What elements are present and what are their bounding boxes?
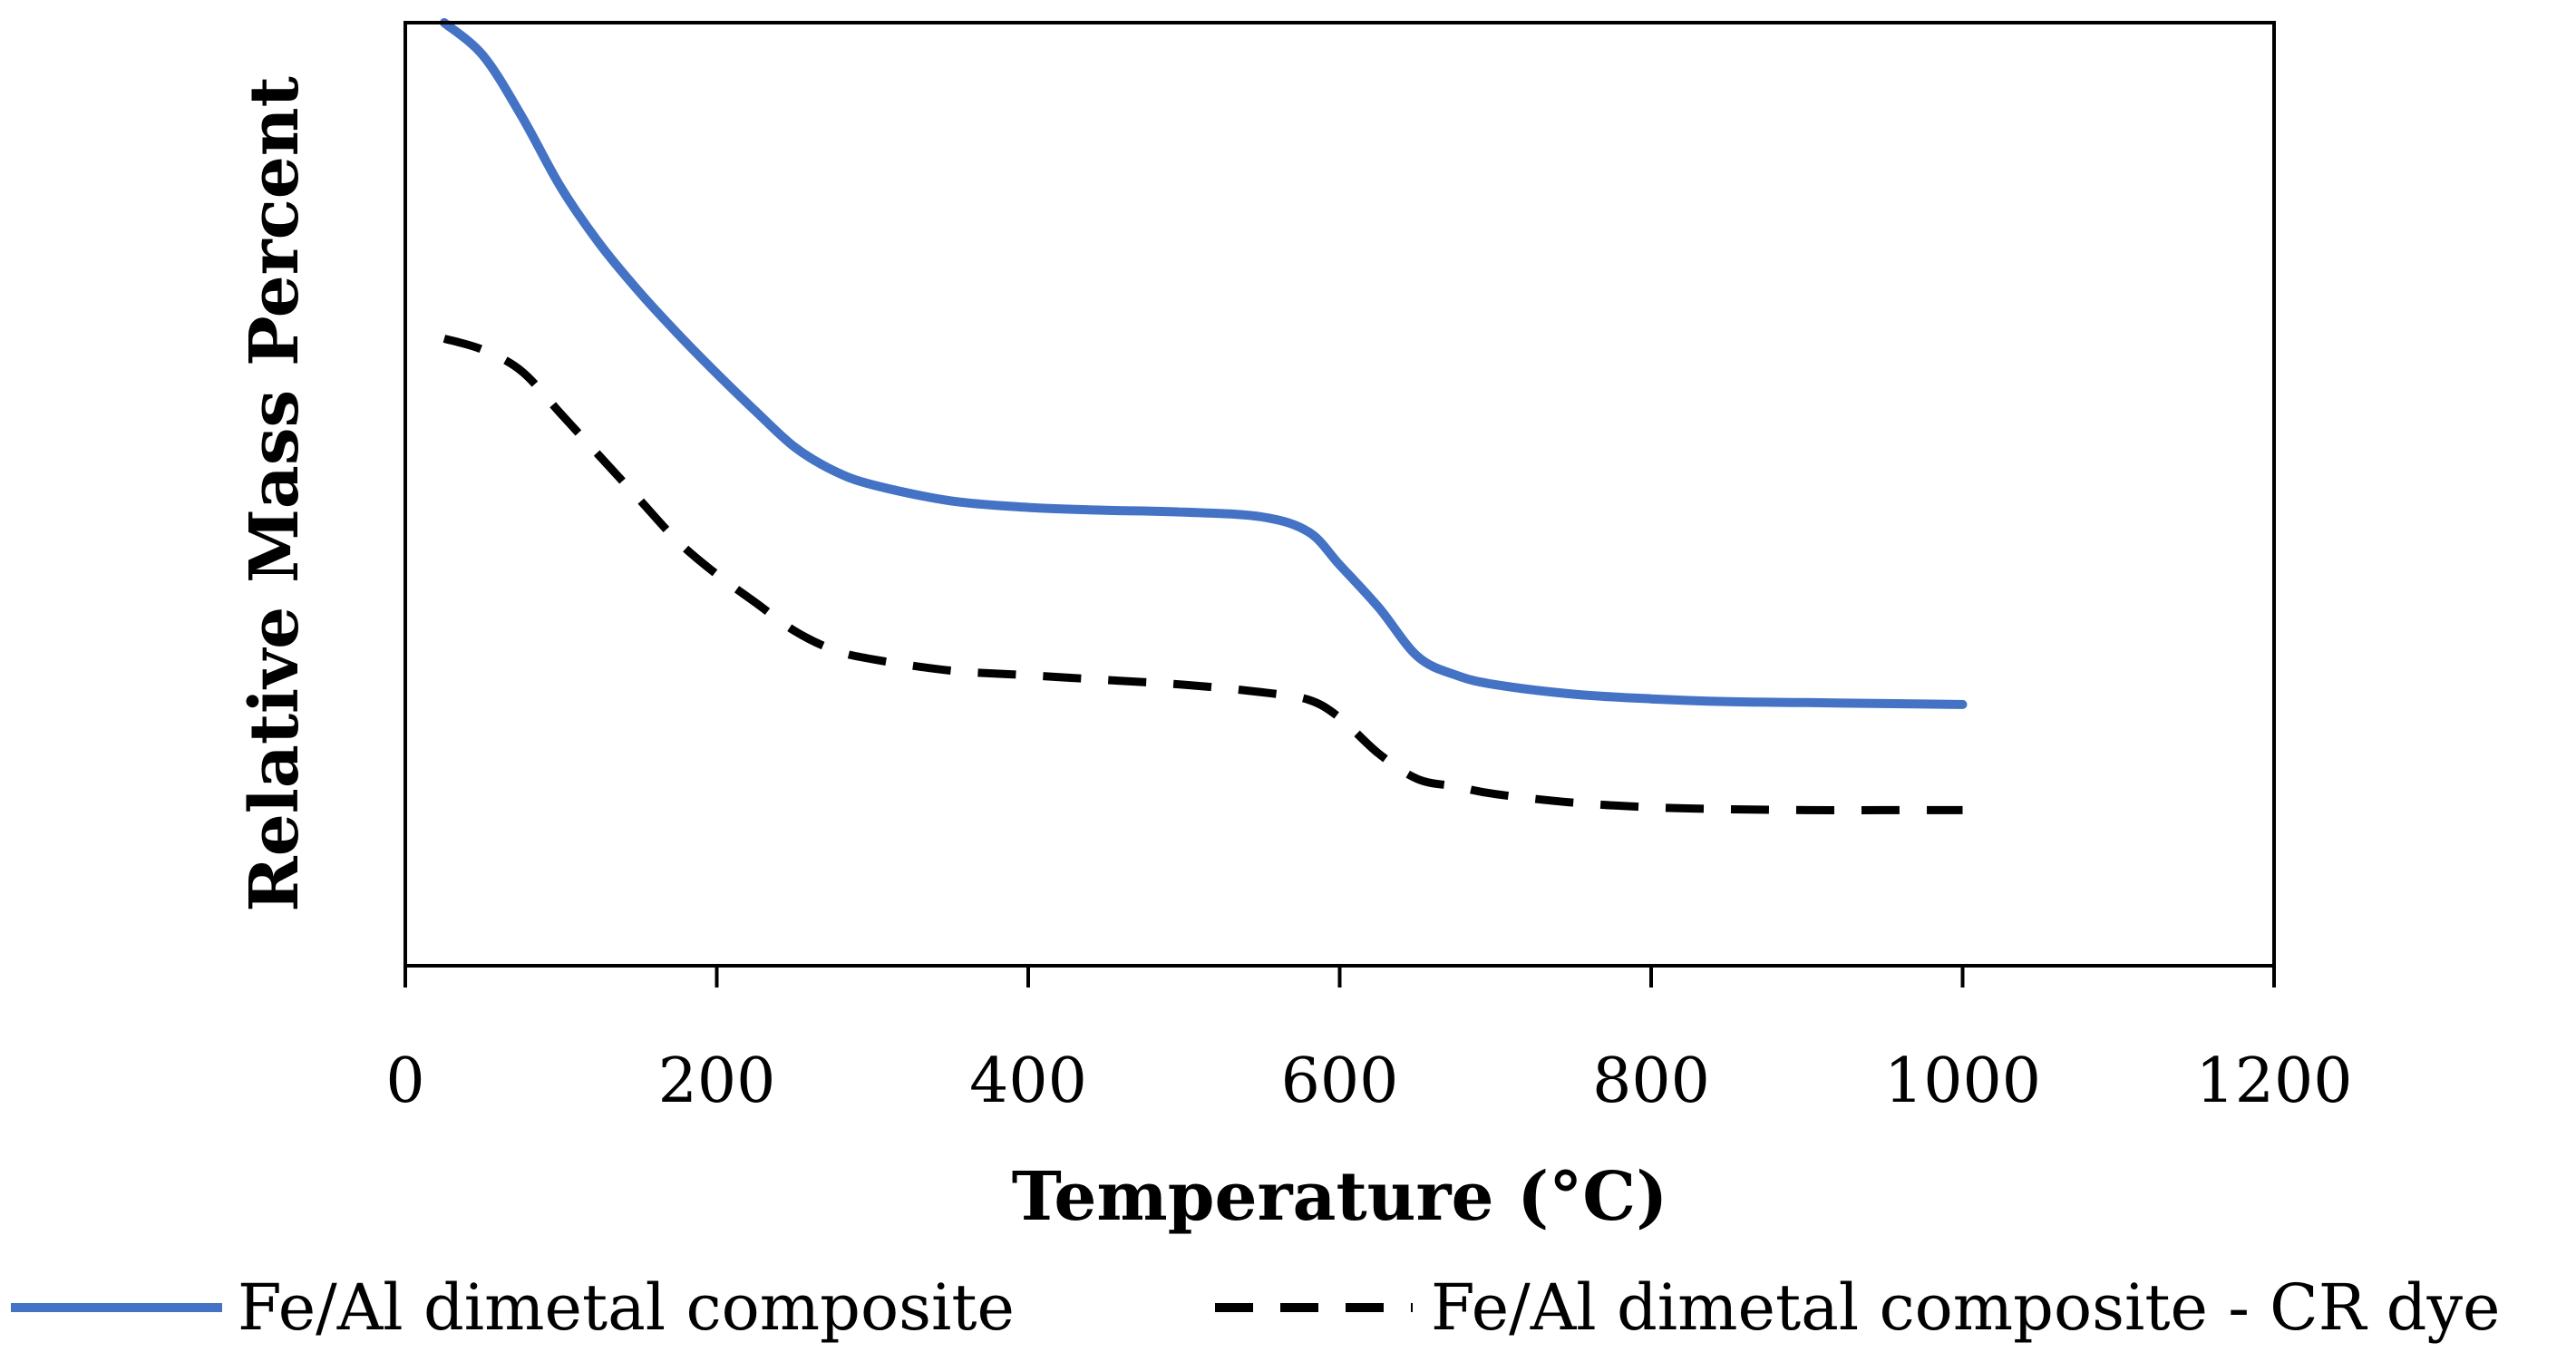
x-tick-label-600: 600 — [1281, 1046, 1399, 1117]
x-tick-label-1200: 1200 — [2195, 1046, 2352, 1117]
series-line-fe-al-composite-cr-dye — [442, 335, 1963, 814]
x-axis: 0 200 400 600 800 1000 1200 — [385, 966, 2353, 1117]
x-axis-title: Temperature (°C) — [1012, 1158, 1667, 1236]
legend-label-fe-al-composite: Fe/Al dimetal composite — [238, 1270, 1015, 1345]
plot-layer — [439, 18, 1968, 814]
x-tick-label-400: 400 — [969, 1046, 1087, 1117]
x-tick-label-1000: 1000 — [1884, 1046, 2041, 1117]
x-tick-label-200: 200 — [658, 1046, 776, 1117]
legend: Fe/Al dimetal composite Fe/Al dimetal co… — [11, 1270, 2500, 1345]
x-tick-label-0: 0 — [385, 1046, 424, 1117]
x-tick-label-800: 800 — [1592, 1046, 1710, 1117]
legend-label-fe-al-composite-cr-dye: Fe/Al dimetal composite - CR dye — [1431, 1270, 2500, 1345]
series-line-fe-al-composite — [439, 18, 1968, 709]
y-axis-title: Relative Mass Percent — [236, 76, 314, 912]
plot-area-frame — [403, 21, 2276, 968]
